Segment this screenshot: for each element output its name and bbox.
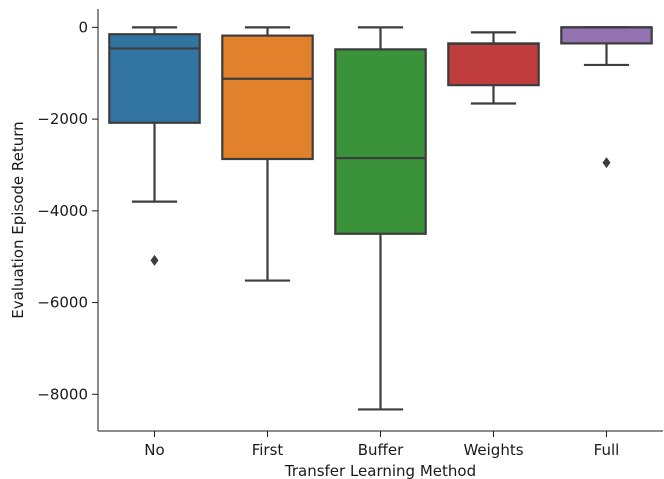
box-weights — [447, 42, 540, 87]
box-first — [221, 34, 314, 161]
y-axis-label: Evaluation Episode Return — [9, 121, 27, 318]
y-tick-label: −2000 — [37, 110, 88, 128]
box-group-full — [560, 26, 653, 169]
x-tick-label-buffer: Buffer — [358, 441, 404, 459]
x-tick-label-no: No — [144, 441, 164, 459]
x-tick-label-full: Full — [594, 441, 620, 459]
box-group-no — [108, 26, 201, 266]
outlier-no-0 — [150, 254, 159, 266]
box-full — [560, 26, 653, 45]
box-group-weights — [447, 31, 540, 105]
plot-area — [108, 26, 653, 411]
x-axis-label: Transfer Learning Method — [284, 462, 476, 479]
box-buffer — [334, 48, 427, 235]
box-group-buffer — [334, 26, 427, 411]
y-tick-label: −8000 — [37, 385, 88, 403]
x-tick-label-first: First — [252, 441, 284, 459]
x-tick-label-weights: Weights — [463, 441, 523, 459]
outlier-full-0 — [602, 157, 611, 169]
y-axis-ticks: 0 −2000 −4000 −6000 −8000 — [37, 18, 98, 403]
y-tick-label: −4000 — [37, 202, 88, 220]
y-tick-label: 0 — [78, 18, 88, 36]
y-tick-label: −6000 — [37, 294, 88, 312]
x-axis-ticks: No First Buffer Weights Full — [144, 431, 619, 459]
box-group-first — [221, 26, 314, 282]
